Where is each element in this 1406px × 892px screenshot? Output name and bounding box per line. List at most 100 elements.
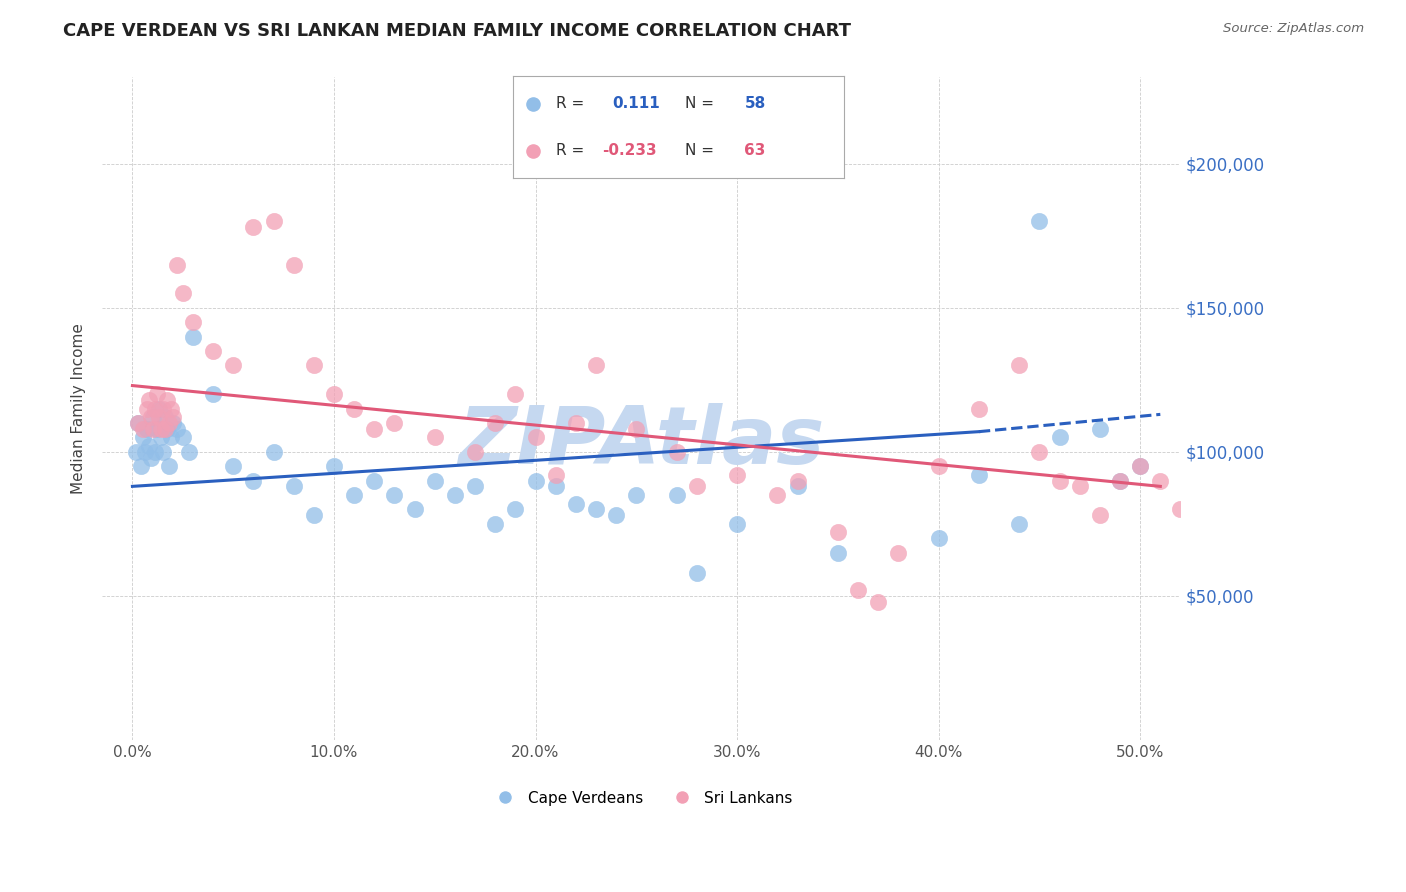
Point (565, 497, 588, 511)
Point (464, 445, 486, 459)
Point (172, 430, 194, 444)
Point (222, 359, 245, 373)
Point (565, 416, 588, 430)
Point (725, 516, 748, 531)
Point (242, 220, 264, 235)
Point (1230, 445, 1253, 459)
Point (1209, 459, 1232, 474)
Point (484, 516, 506, 531)
Point (127, 416, 149, 430)
Point (605, 508, 627, 523)
Point (384, 416, 406, 430)
Point (125, 445, 148, 459)
Point (149, 430, 172, 444)
Point (156, 422, 179, 436)
Point (283, 479, 305, 493)
Point (1270, 488, 1292, 502)
Point (148, 401, 170, 416)
Point (585, 502, 607, 516)
Point (131, 422, 153, 436)
Text: -0.233: -0.233 (602, 144, 657, 158)
Point (665, 445, 688, 459)
Point (967, 401, 990, 416)
Point (887, 546, 910, 560)
Point (162, 416, 184, 430)
Point (384, 488, 406, 502)
Text: 58: 58 (745, 96, 766, 111)
Text: R =: R = (557, 96, 585, 111)
Point (145, 387, 167, 401)
Point (1129, 459, 1152, 474)
Point (139, 410, 162, 425)
Point (868, 594, 890, 608)
Point (148, 410, 170, 425)
Point (181, 329, 204, 343)
Point (153, 410, 176, 425)
Point (444, 488, 467, 502)
Text: 63: 63 (745, 144, 766, 158)
Point (159, 430, 181, 444)
Point (162, 410, 184, 425)
Point (1028, 214, 1050, 228)
Point (928, 531, 950, 545)
Point (1088, 508, 1111, 523)
Point (323, 387, 346, 401)
Point (302, 508, 325, 523)
Text: ZIPAtlas: ZIPAtlas (458, 402, 824, 481)
Point (505, 387, 527, 401)
Point (1028, 445, 1050, 459)
Point (524, 474, 547, 488)
Point (725, 467, 748, 482)
Point (1250, 474, 1272, 488)
Point (626, 488, 648, 502)
Point (522, 96, 544, 111)
Point (134, 445, 156, 459)
Point (177, 445, 200, 459)
Point (827, 525, 849, 540)
Point (786, 474, 808, 488)
Point (1149, 474, 1171, 488)
Point (363, 474, 385, 488)
Point (1049, 474, 1071, 488)
Point (283, 258, 305, 272)
Point (222, 459, 245, 474)
Point (181, 315, 204, 329)
Point (263, 445, 285, 459)
Point (242, 474, 264, 488)
Point (686, 479, 709, 493)
Point (1069, 479, 1091, 493)
Point (166, 422, 188, 436)
Point (263, 214, 285, 228)
Point (149, 422, 172, 436)
Point (202, 344, 225, 359)
Text: 0.111: 0.111 (613, 96, 659, 111)
Point (967, 467, 990, 482)
Point (1008, 359, 1031, 373)
Point (544, 467, 567, 482)
Point (172, 286, 194, 301)
Point (129, 459, 152, 474)
Point (1008, 516, 1031, 531)
Point (157, 416, 180, 430)
Point (585, 359, 607, 373)
Point (1049, 430, 1071, 444)
Point (686, 566, 709, 580)
Point (166, 258, 188, 272)
Point (142, 410, 165, 425)
Point (544, 479, 567, 493)
Point (302, 359, 325, 373)
Point (343, 401, 366, 416)
Text: CAPE VERDEAN VS SRI LANKAN MEDIAN FAMILY INCOME CORRELATION CHART: CAPE VERDEAN VS SRI LANKAN MEDIAN FAMILY… (63, 22, 851, 40)
Point (156, 392, 179, 407)
Point (145, 422, 167, 436)
Point (1088, 422, 1111, 436)
Point (464, 479, 486, 493)
Point (1109, 474, 1132, 488)
Point (142, 422, 165, 436)
Point (143, 445, 166, 459)
Point (522, 144, 544, 158)
Y-axis label: Median Family Income: Median Family Income (72, 323, 86, 494)
Text: N =: N = (685, 96, 714, 111)
Point (323, 459, 346, 474)
Text: Source: ZipAtlas.com: Source: ZipAtlas.com (1223, 22, 1364, 36)
